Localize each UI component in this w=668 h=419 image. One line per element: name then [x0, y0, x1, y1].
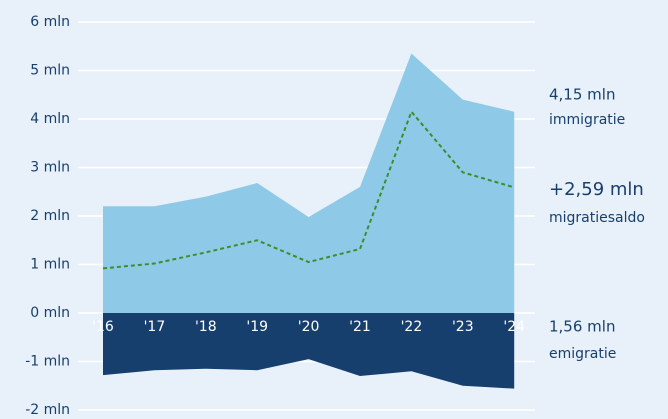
x-tick-label: '21 — [349, 319, 371, 335]
x-tick-label: '19 — [246, 319, 268, 335]
line — [102, 109, 515, 270]
x-tick-label: '16 — [92, 319, 114, 335]
x-tick-label: '17 — [144, 319, 166, 335]
y-tick-label: -1 mln — [25, 354, 70, 370]
y-tick-label: 6 mln — [30, 14, 70, 30]
area — [103, 313, 515, 389]
end-value-label: 1,56 mln — [549, 318, 615, 336]
y-tick-label: -2 mln — [25, 402, 70, 418]
y-tick-label: 4 mln — [30, 111, 70, 127]
end-value-label: +2,59 mln — [549, 179, 644, 200]
area — [103, 53, 515, 314]
y-tick-label: 1 mln — [30, 257, 70, 273]
x-tick-label: '24 — [503, 319, 525, 335]
y-tick-label: 3 mln — [30, 160, 70, 176]
end-value-label: 4,15 mln — [549, 86, 615, 104]
series-name-label: emigratie — [549, 346, 616, 362]
x-tick-label: '23 — [452, 319, 474, 335]
y-tick-label: 5 mln — [30, 63, 70, 79]
series-name-label: immigratie — [549, 112, 625, 128]
x-tick-label: '18 — [195, 319, 217, 335]
y-tick-label: 0 mln — [30, 305, 70, 321]
series-name-label: migratiesaldo — [549, 210, 645, 226]
y-tick-label: 2 mln — [30, 208, 70, 224]
x-tick-label: '20 — [298, 319, 320, 335]
x-tick-label: '22 — [401, 319, 423, 335]
